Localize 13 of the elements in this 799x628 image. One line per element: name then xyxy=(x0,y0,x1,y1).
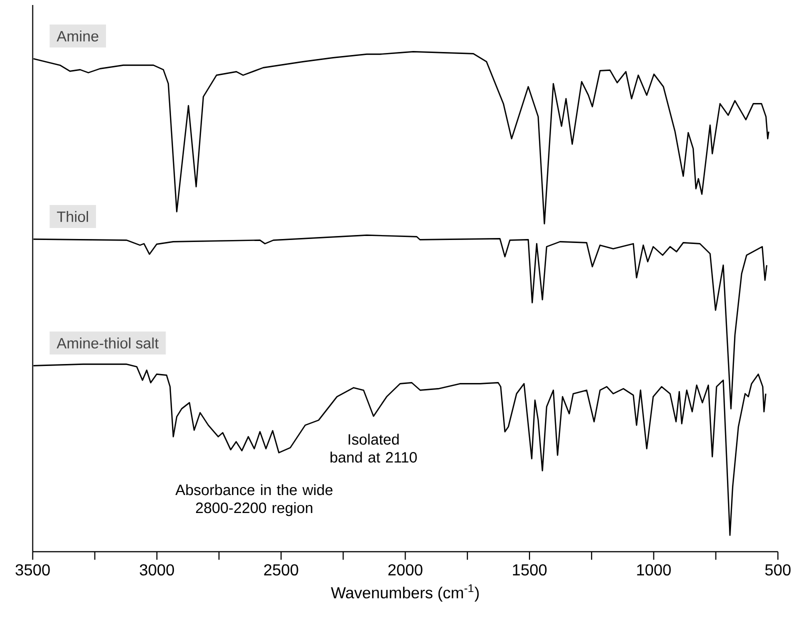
x-tick-label: 1500 xyxy=(512,564,547,576)
x-tick-label: 500 xyxy=(765,564,791,576)
x-tick-label: 1000 xyxy=(637,564,671,576)
x-tick-label: 3000 xyxy=(140,564,174,576)
x-tick-label: 2500 xyxy=(264,564,298,576)
series-label: Amine xyxy=(56,30,98,42)
x-tick-label: 3500 xyxy=(16,564,50,576)
series-label: Thiol xyxy=(56,211,88,222)
x-tick-label: 2000 xyxy=(388,564,422,576)
series-label: Amine-thiol salt xyxy=(56,338,159,348)
annotation: Isolated band at 2110 xyxy=(330,434,417,463)
x-axis-title: Wavenumbers (cm$^{-1}$) xyxy=(330,584,479,602)
annotation: Absorbance in the wide 2800-2200 region xyxy=(175,484,332,516)
